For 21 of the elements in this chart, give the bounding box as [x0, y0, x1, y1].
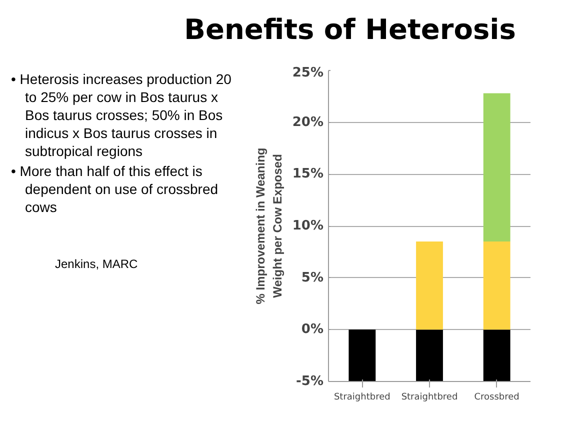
bar: [416, 330, 443, 382]
x-tick-label: Straightbred: [334, 392, 390, 402]
chart-title: Benefits of Heterosis: [183, 12, 517, 48]
x-tick-label: Straightbred: [401, 392, 458, 402]
y-tick-label: 15%: [292, 166, 324, 182]
y-axis-title: % Improvement in Weaning Weight per Cow Exposed: [254, 148, 284, 304]
y-tick-label: 10%: [292, 218, 324, 234]
y-tick-label: 25%: [292, 66, 324, 80]
bar: [348, 330, 376, 382]
y-tick-label: 20%: [292, 114, 324, 130]
bar: [483, 330, 510, 382]
y-tick-label: 5%: [301, 270, 324, 286]
text: • Heterosis increases production 20 to 25% per cow in Bos taurus x Bos taurus crosses; 50% in Bos indicus x Bos taurus crosses in subtropical regions: [11, 70, 232, 160]
x-tick-label: Crossbred: [474, 392, 520, 402]
bar: [416, 242, 443, 330]
text: • More than half of this effect is dependent on use of crossbred cows: [11, 162, 220, 216]
text: Jenkins, MARC: [55, 256, 139, 273]
y-tick-label: -5%: [296, 374, 324, 389]
bar: [483, 242, 510, 330]
y-tick-label: 0%: [301, 322, 324, 338]
bar: [483, 93, 510, 242]
